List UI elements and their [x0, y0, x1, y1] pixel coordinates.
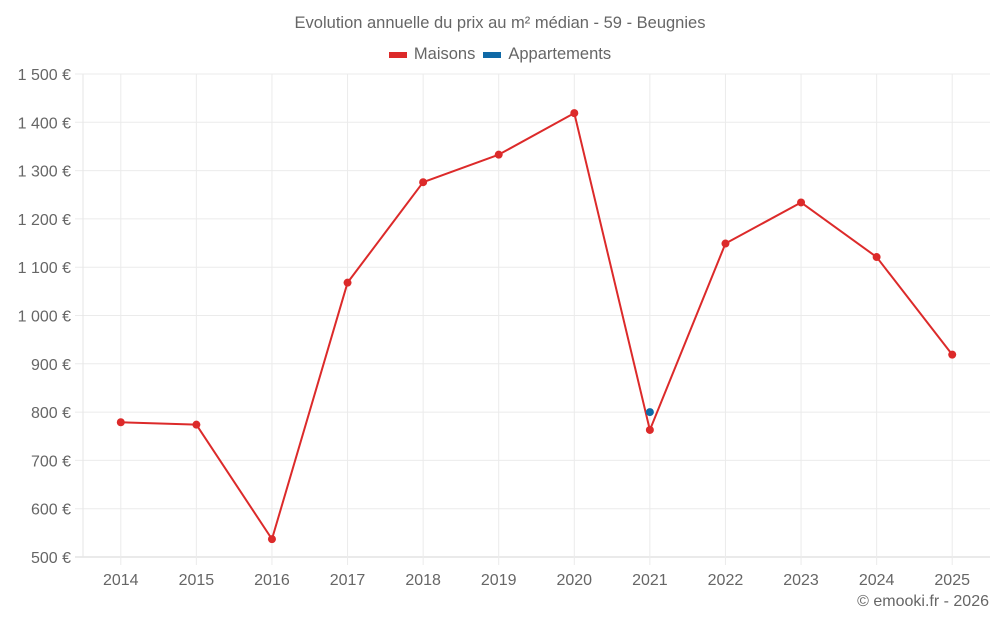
data-point-marker[interactable]	[419, 178, 428, 187]
data-point-marker[interactable]	[872, 253, 881, 262]
y-tick-label: 900 €	[31, 357, 71, 374]
x-tick-label: 2014	[103, 572, 139, 589]
y-tick-label: 600 €	[31, 502, 71, 519]
legend-swatch-icon	[388, 51, 407, 58]
x-tick-label: 2024	[859, 572, 895, 589]
x-tick-label: 2019	[481, 572, 517, 589]
data-point-marker[interactable]	[797, 198, 806, 207]
x-tick-label: 2025	[934, 572, 970, 589]
legend-item-appartements[interactable]: Appartements	[483, 45, 611, 64]
x-tick-label: 2018	[405, 572, 441, 589]
legend-item-maisons[interactable]: Maisons	[388, 45, 476, 64]
data-point-marker[interactable]	[116, 418, 125, 427]
data-point-marker[interactable]	[570, 109, 579, 118]
data-point-marker[interactable]	[343, 278, 352, 287]
chart-title: Evolution annuelle du prix au m² médian …	[294, 14, 706, 32]
footer-credit: © emooki.fr - 2026	[857, 593, 989, 610]
data-point-marker[interactable]	[494, 150, 503, 159]
data-point-marker[interactable]	[645, 408, 654, 417]
y-tick-label: 1 500 €	[18, 67, 71, 84]
x-tick-label: 2021	[632, 572, 668, 589]
data-point-marker[interactable]	[645, 425, 654, 434]
y-tick-label: 1 400 €	[18, 115, 71, 132]
x-tick-label: 2020	[556, 572, 592, 589]
legend-label: Maisons	[413, 45, 476, 63]
data-point-marker[interactable]	[192, 420, 201, 429]
data-point-marker[interactable]	[948, 350, 957, 359]
y-tick-label: 800 €	[31, 405, 71, 422]
y-tick-label: 1 200 €	[18, 212, 71, 229]
x-tick-label: 2022	[708, 572, 744, 589]
x-tick-label: 2016	[254, 572, 290, 589]
y-tick-label: 1 100 €	[18, 260, 71, 277]
x-tick-label: 2015	[179, 572, 215, 589]
y-tick-label: 500 €	[31, 550, 71, 567]
y-tick-label: 1 000 €	[18, 309, 71, 326]
legend-swatch-icon	[483, 51, 502, 58]
x-tick-label: 2023	[783, 572, 819, 589]
y-tick-label: 1 300 €	[18, 164, 71, 181]
x-tick-label: 2017	[330, 572, 366, 589]
legend-label: Appartements	[508, 45, 612, 63]
data-point-marker[interactable]	[721, 239, 730, 248]
legend: Maisons Appartements	[0, 45, 1000, 64]
series-line-maisons	[120, 112, 953, 541]
data-point-marker[interactable]	[267, 535, 276, 544]
y-tick-label: 700 €	[31, 453, 71, 470]
